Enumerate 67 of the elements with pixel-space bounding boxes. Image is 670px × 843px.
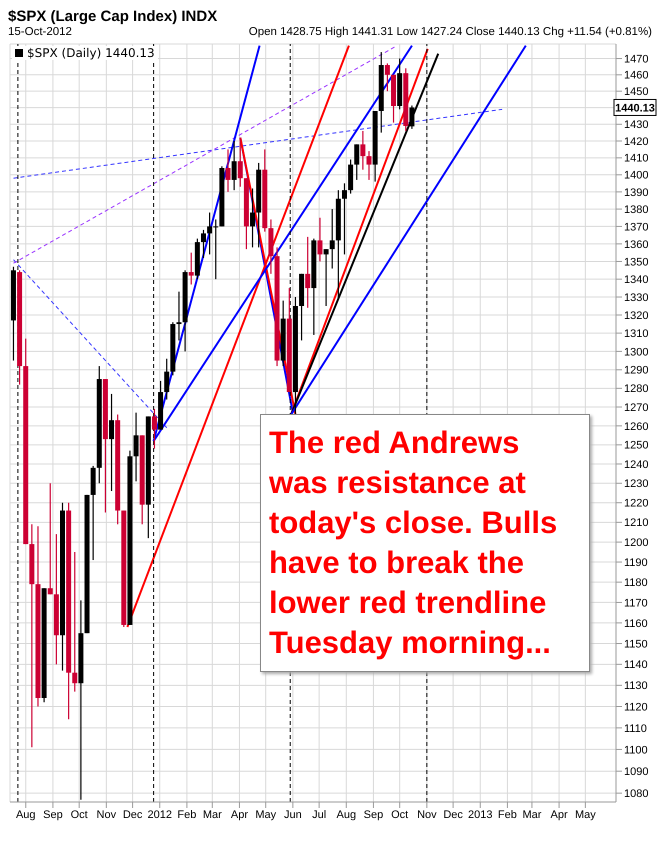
- x-tick-label: Aug: [16, 808, 36, 821]
- y-tick-label: 1350: [624, 256, 648, 268]
- x-tick-label: Sep: [364, 808, 384, 821]
- y-tick-label: 1430: [624, 119, 648, 132]
- legend-label: $SPX (Daily) 1440.13: [27, 46, 155, 60]
- y-tick-label: 1320: [624, 310, 648, 322]
- y-tick-label: 1160: [624, 618, 648, 630]
- y-tick-label: 1360: [624, 238, 648, 251]
- y-tick-label: 1080: [624, 788, 648, 800]
- text: Open 1428.75 High 1441.31 Low 1427.24 Close 1440.13 Chg +11.54 (+0.81%): [248, 26, 653, 40]
- x-tick-label: Apr: [550, 808, 568, 821]
- x-tick-label: May: [255, 808, 277, 821]
- annotation: 1440.13: [615, 102, 655, 114]
- chart-subtitle: 15-Oct-2012: [8, 26, 72, 40]
- y-tick-label: 1420: [624, 136, 648, 148]
- x-tick-label: Mar: [522, 808, 542, 821]
- y-tick-label: 1410: [624, 152, 648, 165]
- y-tick-label: 1100: [624, 744, 648, 756]
- y-tick-label: 1190: [624, 556, 648, 569]
- y-tick-label: 1220: [624, 498, 648, 510]
- x-tick-label: Jul: [312, 808, 326, 821]
- x-tick-label: Apr: [230, 808, 248, 821]
- x-tick-label: Aug: [336, 808, 356, 821]
- y-tick-label: 1270: [624, 402, 648, 414]
- y-tick-label: 1200: [624, 537, 648, 550]
- y-tick-label: 1400: [624, 170, 648, 182]
- y-tick-label: 1290: [624, 364, 648, 377]
- y-tick-label: 1450: [624, 86, 648, 98]
- x-tick-label: Sep: [43, 808, 63, 821]
- y-tick-label: 1380: [624, 204, 648, 216]
- x-tick-label: Jun: [284, 808, 302, 821]
- y-tick-label: 1310: [624, 328, 648, 340]
- y-tick-label: 1300: [624, 346, 648, 358]
- x-tick-label: Feb: [177, 808, 196, 821]
- chart-title: $SPX (Large Cap Index) INDX: [8, 8, 218, 26]
- x-tick-label: Oct: [70, 808, 88, 821]
- y-tick-label: 1240: [624, 458, 648, 471]
- x-tick-label: 2012: [148, 808, 172, 821]
- y-tick-label: 1370: [624, 221, 648, 234]
- y-tick-label: 1180: [624, 577, 648, 590]
- y-tick-label: 1460: [624, 70, 648, 82]
- x-tick-label: 2013: [468, 808, 493, 821]
- x-tick-label: Feb: [498, 808, 517, 821]
- y-tick-label: 1120: [624, 701, 648, 714]
- x-tick-label: Dec: [122, 808, 143, 821]
- y-tick-label: 1280: [624, 383, 648, 396]
- y-tick-label: 1140: [624, 659, 648, 672]
- x-tick-label: Oct: [391, 808, 408, 821]
- x-tick-label: Mar: [202, 808, 222, 821]
- y-tick-label: 1260: [624, 420, 648, 433]
- y-tick-label: 1340: [624, 274, 648, 286]
- y-tick-label: 1390: [624, 186, 648, 199]
- y-tick-label: 1330: [624, 292, 648, 304]
- x-tick-label: Nov: [417, 808, 438, 821]
- x-tick-label: Nov: [96, 808, 117, 821]
- y-tick-label: 1150: [624, 638, 648, 650]
- x-tick-label: Dec: [443, 808, 464, 821]
- y-tick-label: 1130: [624, 680, 648, 692]
- y-tick-label: 1230: [624, 478, 648, 490]
- y-tick-label: 1170: [624, 597, 648, 610]
- x-tick-label: May: [574, 808, 596, 821]
- y-tick-label: 1250: [624, 440, 648, 452]
- y-tick-label: 1470: [624, 53, 648, 66]
- annotation: The red Andrews was resistance at today's close. Bulls have to break the lower red trendline Tuesday morning...: [260, 414, 590, 672]
- y-tick-label: 1210: [624, 517, 648, 530]
- y-tick-label: 1110: [624, 722, 647, 735]
- y-tick-label: 1090: [624, 766, 648, 778]
